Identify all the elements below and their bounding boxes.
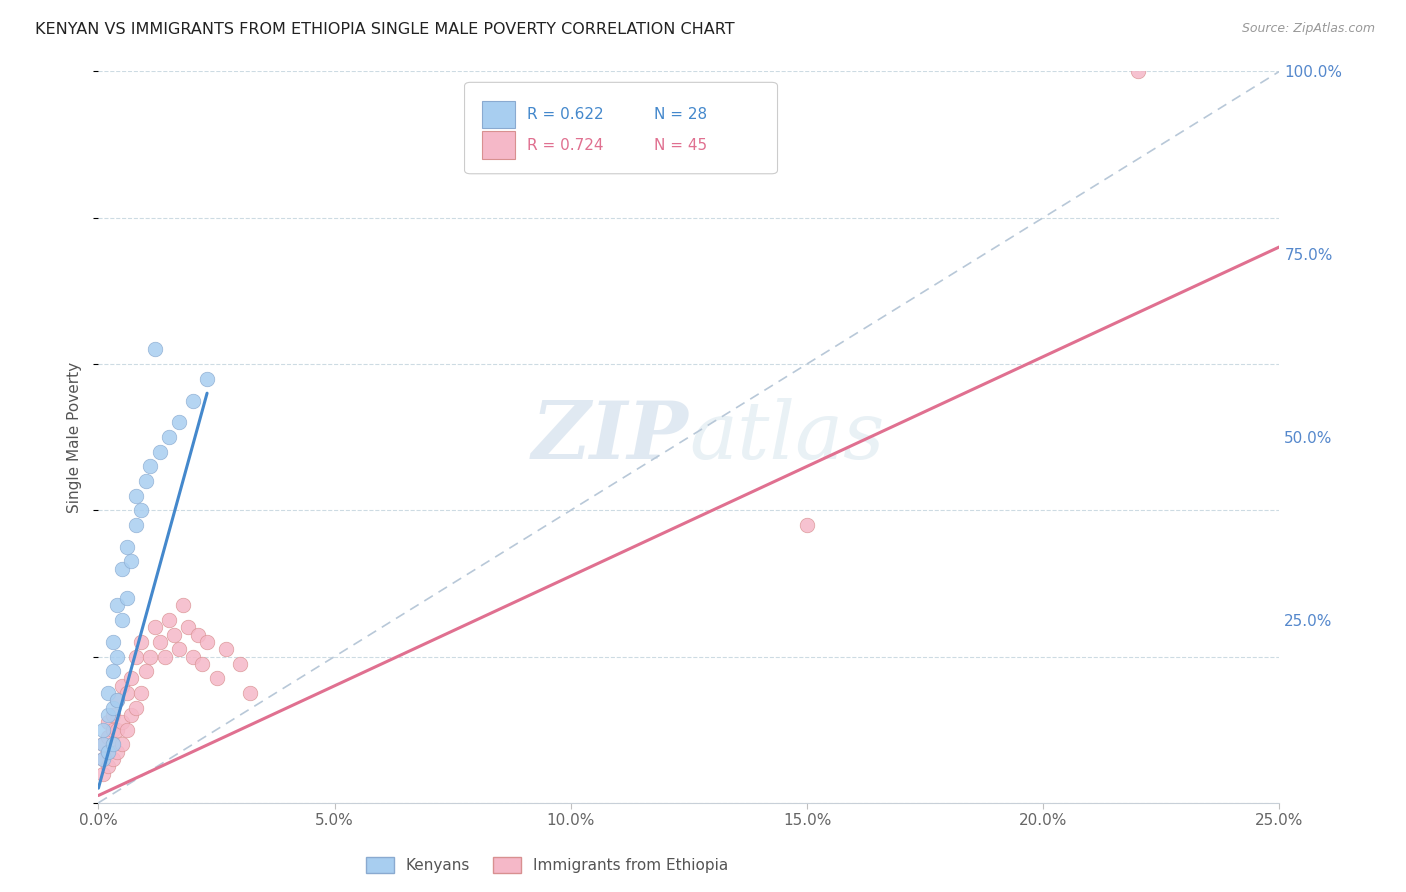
- Point: [91, 752, 114, 766]
- Point: [125, 489, 148, 503]
- Point: [129, 503, 152, 517]
- Point: [239, 686, 262, 700]
- Point: [157, 430, 180, 444]
- Point: [115, 686, 138, 700]
- Point: [111, 679, 134, 693]
- Point: [125, 700, 148, 714]
- Point: [187, 627, 209, 641]
- Text: R = 0.724: R = 0.724: [527, 137, 603, 153]
- Point: [1126, 64, 1149, 78]
- Point: [105, 693, 128, 707]
- Text: Source: ZipAtlas.com: Source: ZipAtlas.com: [1241, 22, 1375, 36]
- Y-axis label: Single Male Poverty: Single Male Poverty: [67, 361, 83, 513]
- FancyBboxPatch shape: [482, 131, 516, 159]
- Point: [97, 708, 120, 723]
- Text: R = 0.622: R = 0.622: [527, 107, 603, 122]
- Point: [129, 686, 152, 700]
- Point: [101, 635, 124, 649]
- Point: [139, 459, 162, 474]
- Text: N = 28: N = 28: [654, 107, 707, 122]
- Point: [796, 517, 818, 532]
- FancyBboxPatch shape: [482, 101, 516, 128]
- Point: [163, 627, 186, 641]
- Point: [111, 562, 134, 576]
- Point: [205, 672, 228, 686]
- Point: [149, 635, 172, 649]
- Point: [97, 745, 120, 759]
- Text: atlas: atlas: [689, 399, 884, 475]
- Point: [177, 620, 200, 634]
- Point: [111, 613, 134, 627]
- Point: [105, 649, 128, 664]
- Text: ZIP: ZIP: [531, 399, 689, 475]
- Point: [101, 664, 124, 678]
- Point: [105, 599, 128, 613]
- Point: [115, 540, 138, 554]
- Point: [172, 599, 194, 613]
- Point: [97, 759, 120, 773]
- Point: [125, 517, 148, 532]
- Point: [105, 693, 128, 707]
- Text: KENYAN VS IMMIGRANTS FROM ETHIOPIA SINGLE MALE POVERTY CORRELATION CHART: KENYAN VS IMMIGRANTS FROM ETHIOPIA SINGL…: [35, 22, 735, 37]
- FancyBboxPatch shape: [464, 82, 778, 174]
- Point: [121, 554, 143, 568]
- Point: [181, 393, 204, 408]
- Point: [215, 642, 238, 657]
- Point: [115, 723, 138, 737]
- Point: [115, 591, 138, 605]
- Point: [101, 700, 124, 714]
- Legend: Kenyans, Immigrants from Ethiopia: Kenyans, Immigrants from Ethiopia: [360, 851, 734, 880]
- Point: [105, 745, 128, 759]
- Point: [91, 752, 114, 766]
- Point: [91, 723, 114, 737]
- Point: [97, 745, 120, 759]
- Point: [139, 649, 162, 664]
- Point: [167, 642, 190, 657]
- Point: [229, 657, 252, 671]
- Point: [181, 649, 204, 664]
- Point: [111, 737, 134, 751]
- Point: [191, 657, 214, 671]
- Point: [167, 416, 190, 430]
- Point: [157, 613, 180, 627]
- Point: [91, 737, 114, 751]
- Point: [91, 766, 114, 780]
- Point: [101, 737, 124, 751]
- Point: [101, 737, 124, 751]
- Point: [121, 708, 143, 723]
- Point: [195, 635, 218, 649]
- Point: [101, 708, 124, 723]
- Point: [101, 723, 124, 737]
- Point: [135, 474, 157, 488]
- Point: [149, 444, 172, 458]
- Point: [97, 730, 120, 744]
- Point: [101, 752, 124, 766]
- Point: [97, 715, 120, 730]
- Point: [135, 664, 157, 678]
- Text: N = 45: N = 45: [654, 137, 707, 153]
- Point: [195, 371, 218, 385]
- Point: [129, 635, 152, 649]
- Point: [97, 686, 120, 700]
- Point: [105, 723, 128, 737]
- Point: [121, 672, 143, 686]
- Point: [91, 737, 114, 751]
- Point: [153, 649, 176, 664]
- Point: [111, 715, 134, 730]
- Point: [125, 649, 148, 664]
- Point: [143, 343, 166, 357]
- Point: [143, 620, 166, 634]
